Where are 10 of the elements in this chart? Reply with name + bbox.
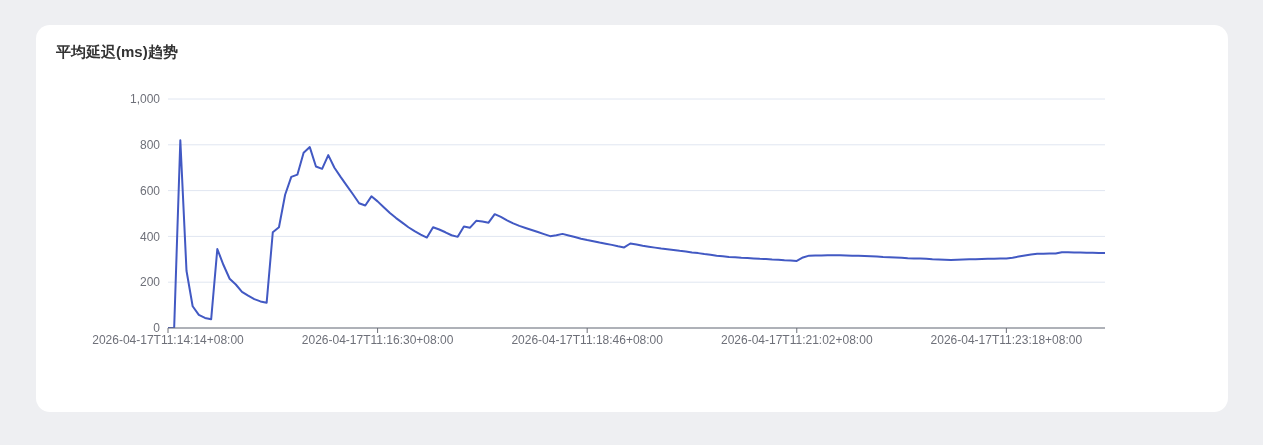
y-tick-label: 200 [139, 275, 161, 290]
x-tick-label: 2026-04-17T11:23:18+08:00 [930, 332, 1083, 347]
x-tick-label: 2026-04-17T11:21:02+08:00 [720, 332, 873, 347]
y-tick-label: 400 [139, 229, 161, 244]
y-tick-label: 1,000 [129, 92, 161, 107]
chart-title: 平均延迟(ms)趋势 [56, 43, 178, 62]
x-tick-label: 2026-04-17T11:18:46+08:00 [511, 332, 664, 347]
y-tick-label: 600 [139, 183, 161, 198]
y-tick-label: 800 [139, 138, 161, 153]
x-tick-label: 2026-04-17T11:16:30+08:00 [301, 332, 454, 347]
